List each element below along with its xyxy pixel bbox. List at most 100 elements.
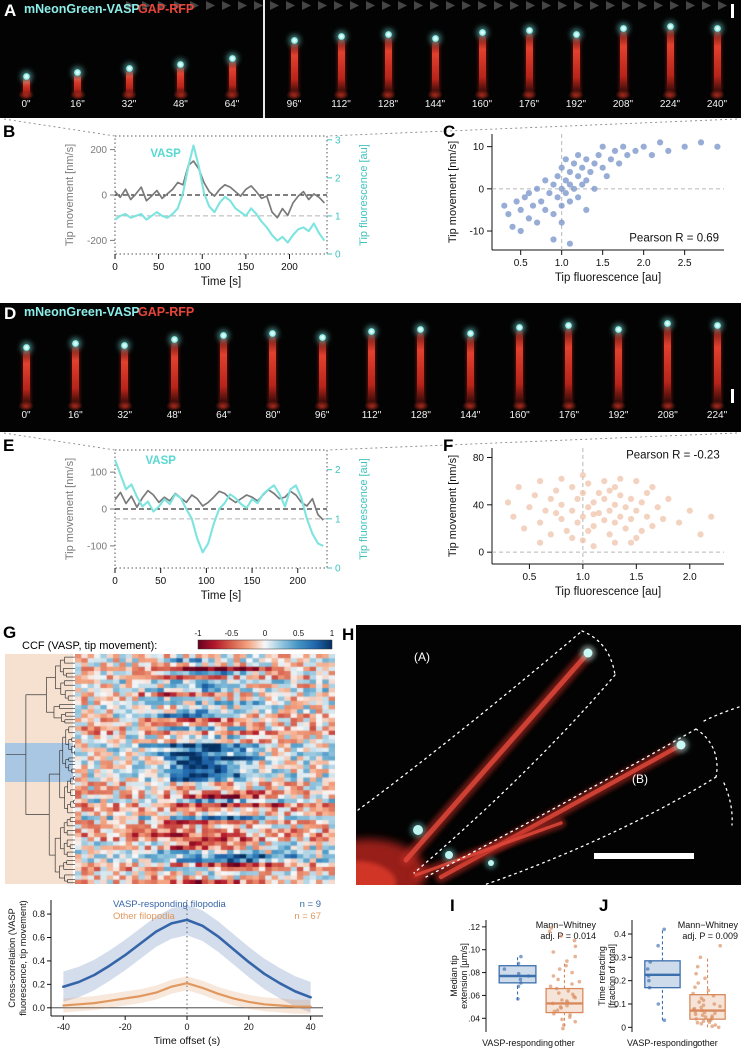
vasp-tip-dot <box>384 31 392 38</box>
timestamp-label: 96" <box>314 410 330 421</box>
ccf-colorbar-title: CCF (VASP, tip movement): <box>22 640 158 652</box>
filopodium-streak <box>269 335 277 407</box>
svg-text:2.0: 2.0 <box>683 572 697 583</box>
timestamp-label: 144" <box>460 410 481 421</box>
panel-d-legend-rfp: GAP-RFP <box>138 305 195 319</box>
filopodium-streak <box>219 337 227 407</box>
vasp-tip-dot <box>290 37 298 44</box>
timestamp-label: 64" <box>224 99 240 110</box>
timestamp-label: 224" <box>659 99 681 110</box>
vasp-tip-dot <box>572 31 580 38</box>
vasp-base-dot <box>445 851 453 859</box>
svg-text:Time offset (s): Time offset (s) <box>154 1035 221 1047</box>
vasp-tip-dot <box>713 25 721 32</box>
vasp-tip-dot <box>71 340 79 347</box>
svg-text:0.1: 0.1 <box>614 999 626 1009</box>
vasp-tip-dot <box>74 69 81 76</box>
svg-text:1: 1 <box>335 514 341 525</box>
timestamp-label: 32" <box>121 99 137 110</box>
svg-text:0.2: 0.2 <box>32 979 45 989</box>
timestamp-label: 80" <box>265 410 281 421</box>
svg-text:200: 200 <box>289 576 306 587</box>
filopodium-streak <box>125 70 133 96</box>
timestamp-label: 64" <box>216 410 231 421</box>
timestamp-label: 48" <box>173 99 188 110</box>
filopodium-streak <box>337 38 345 96</box>
cluster-highlight-vasp-responding <box>5 743 73 782</box>
svg-text:40: 40 <box>473 500 485 511</box>
timestamp-label: 192" <box>565 99 587 110</box>
filopodium-streak <box>478 34 486 96</box>
vasp-tip-dot <box>228 55 236 62</box>
box-jitter-points <box>691 943 722 1030</box>
box-jitter-points <box>502 954 531 1001</box>
filopodium-streak <box>614 331 622 407</box>
svg-text:-40: -40 <box>57 1022 70 1032</box>
svg-text:Tip movement [nm/s]: Tip movement [nm/s] <box>64 144 76 246</box>
filopodium-streak <box>619 30 627 96</box>
svg-text:0: 0 <box>263 629 268 638</box>
filopodium-streak <box>666 28 674 96</box>
svg-text:adj. P = 0.014: adj. P = 0.014 <box>540 931 596 941</box>
svg-text:80: 80 <box>473 453 485 464</box>
dendrogram <box>6 656 76 884</box>
svg-text:2.0: 2.0 <box>637 258 651 269</box>
timestamp-label: 0" <box>21 99 31 110</box>
vasp-tip-dot <box>417 326 425 333</box>
panel-d-label: D <box>4 304 17 323</box>
panel-f-label: F <box>443 436 454 455</box>
svg-text:Tip fluorescence [au]: Tip fluorescence [au] <box>555 586 661 598</box>
scatter-points <box>501 139 721 247</box>
svg-text:n = 9: n = 9 <box>300 899 321 910</box>
box-jitter-points <box>645 927 667 1023</box>
timestamp-label: 112" <box>331 99 351 110</box>
svg-text:1: 1 <box>335 211 341 222</box>
svg-text:VASP-responding: VASP-responding <box>482 1038 553 1048</box>
vasp-tip-dot <box>583 648 593 658</box>
panel-e-label: E <box>3 436 15 455</box>
vasp-tip-dot <box>516 324 524 331</box>
filopodium-streak <box>466 335 474 407</box>
ccf-heatmap-cluster <box>5 654 335 884</box>
svg-text:10: 10 <box>473 142 485 153</box>
svg-text:Tip fluorescence [au]: Tip fluorescence [au] <box>358 458 370 560</box>
vasp-tip-dot <box>125 65 133 72</box>
filopodium-streak <box>713 327 721 407</box>
svg-text:0: 0 <box>184 1022 189 1032</box>
timestamp-label: 144" <box>424 99 446 110</box>
svg-text:20: 20 <box>244 1022 254 1032</box>
svg-text:Tip movement [nm/s]: Tip movement [nm/s] <box>447 141 459 243</box>
svg-text:Tip fluorescence [au]: Tip fluorescence [au] <box>358 144 370 246</box>
filopodium-streak <box>516 329 524 407</box>
filopodium-streak <box>177 66 184 96</box>
svg-text:(B): (B) <box>632 772 648 786</box>
filopodium-streak <box>170 341 178 407</box>
timestamp-label: 208" <box>612 99 634 110</box>
boxplot-j: 0 0.1 0.2 0.3 0.4 Time retracting [fraction of… <box>597 920 738 1048</box>
svg-text:Time [s]: Time [s] <box>201 590 241 602</box>
svg-text:Tip movement [nm/s]: Tip movement [nm/s] <box>447 455 459 557</box>
svg-text:0: 0 <box>621 1022 626 1032</box>
scale-bar <box>731 389 734 403</box>
timestamp-label: 192" <box>608 410 629 421</box>
filopodium-streak <box>431 40 439 96</box>
panel-d-legend-vasp: mNeonGreen-VASP <box>24 305 140 319</box>
svg-text:0: 0 <box>335 564 341 575</box>
svg-text:fluorescence, tip movement): fluorescence, tip movement) <box>18 900 28 1015</box>
svg-text:Other filopodia: Other filopodia <box>113 911 176 922</box>
filopodium-streak <box>525 32 533 96</box>
montage-splice-line <box>263 0 265 118</box>
box-jitter-points <box>547 926 582 1031</box>
filopodium-streak <box>565 327 573 407</box>
svg-text:0.0: 0.0 <box>32 1003 45 1013</box>
svg-text:other: other <box>697 1038 718 1048</box>
scatter-chart-c: -10 0 10 0.5 1.0 1.5 2.0 2.5 Tip fluorescence [a… <box>447 134 724 284</box>
timestamp-label: 112" <box>361 410 382 421</box>
filopodium-streak <box>713 30 721 96</box>
svg-text:.10: .10 <box>468 945 480 955</box>
filopodium-streak <box>384 36 392 96</box>
filopodium-streak <box>228 60 236 96</box>
panel-j-label: J <box>599 896 609 915</box>
svg-text:1: 1 <box>330 629 335 638</box>
timestamp-label: 160" <box>509 410 530 421</box>
